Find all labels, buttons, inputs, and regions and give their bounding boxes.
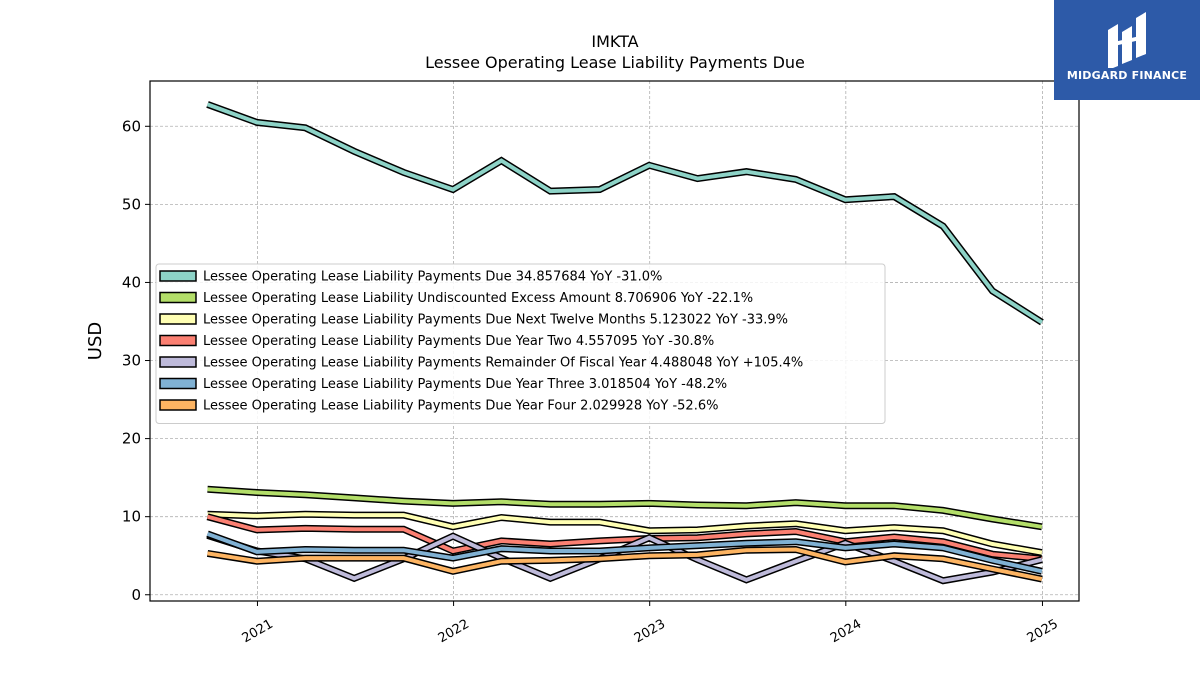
series-line-group xyxy=(206,101,1044,326)
series-line xyxy=(206,532,1043,574)
series-line-group xyxy=(207,485,1043,531)
series-line-group xyxy=(206,530,1043,575)
y-axis-ticks: 0 10 20 30 40 50 60 xyxy=(122,117,150,604)
legend: Lessee Operating Lease Liability Payment… xyxy=(155,263,886,424)
y-tick-label: 50 xyxy=(122,195,141,213)
legend-label: Lessee Operating Lease Liability Payment… xyxy=(203,313,788,328)
x-axis-ticks: 2021 2022 2023 2024 2025 xyxy=(240,601,1061,646)
legend-swatch xyxy=(159,399,197,411)
legend-item: Lessee Operating Lease Liability Payment… xyxy=(159,270,662,285)
brand-mark-icon xyxy=(1108,12,1146,68)
series-line-outline xyxy=(206,545,1043,583)
series-line xyxy=(207,547,1043,582)
legend-swatch xyxy=(159,313,197,325)
y-tick-label: 10 xyxy=(122,508,141,526)
legend-item: Lessee Operating Lease Liability Payment… xyxy=(159,377,727,392)
series-line xyxy=(206,514,1043,561)
legend-label: Lessee Operating Lease Liability Undisco… xyxy=(203,291,753,306)
plot-frame xyxy=(149,80,1080,602)
series-line xyxy=(206,102,1043,324)
series-line-group xyxy=(206,545,1043,583)
legend-label: Lessee Operating Lease Liability Payment… xyxy=(203,334,714,349)
y-tick-label: 60 xyxy=(122,117,141,135)
series-lines xyxy=(206,101,1044,585)
legend-item: Lessee Operating Lease Liability Payment… xyxy=(159,356,803,371)
legend-label: Lessee Operating Lease Liability Payment… xyxy=(203,270,662,285)
x-tick-label: 2022 xyxy=(436,617,472,647)
series-line-group xyxy=(207,510,1043,557)
legend-item: Lessee Operating Lease Liability Payment… xyxy=(159,399,718,414)
legend-label: Lessee Operating Lease Liability Payment… xyxy=(203,356,803,371)
x-tick-label: 2024 xyxy=(828,617,864,647)
series-line xyxy=(207,487,1043,529)
y-axis-label: USD xyxy=(85,322,106,360)
brand-name: MIDGARD FINANCE xyxy=(1066,69,1188,82)
series-line-group xyxy=(206,513,1043,563)
legend-item: Lessee Operating Lease Liability Payment… xyxy=(159,313,788,328)
y-tick-label: 20 xyxy=(122,430,141,448)
brand-logo: MIDGARD FINANCE xyxy=(1054,0,1200,100)
legend-label: Lessee Operating Lease Liability Payment… xyxy=(203,377,727,392)
legend-swatch xyxy=(159,334,197,347)
x-tick-label: 2025 xyxy=(1025,617,1061,647)
legend-item: Lessee Operating Lease Liability Undisco… xyxy=(159,291,753,306)
x-tick-label: 2023 xyxy=(632,617,668,647)
y-tick-label: 0 xyxy=(131,586,141,604)
series-line xyxy=(207,512,1043,555)
legend-frame xyxy=(155,263,886,424)
chart-title: IMKTA xyxy=(591,32,638,51)
legend-label: Lessee Operating Lease Liability Payment… xyxy=(203,399,718,414)
chart-subtitle: Lessee Operating Lease Liability Payment… xyxy=(425,53,805,72)
x-tick-label: 2021 xyxy=(240,617,276,647)
legend-swatch xyxy=(159,291,197,304)
y-tick-label: 30 xyxy=(122,352,141,370)
legend-item: Lessee Operating Lease Liability Payment… xyxy=(159,334,714,349)
legend-swatch xyxy=(159,270,197,282)
legend-swatch xyxy=(159,377,197,390)
legend-swatch xyxy=(159,356,197,368)
y-tick-label: 40 xyxy=(122,273,141,291)
